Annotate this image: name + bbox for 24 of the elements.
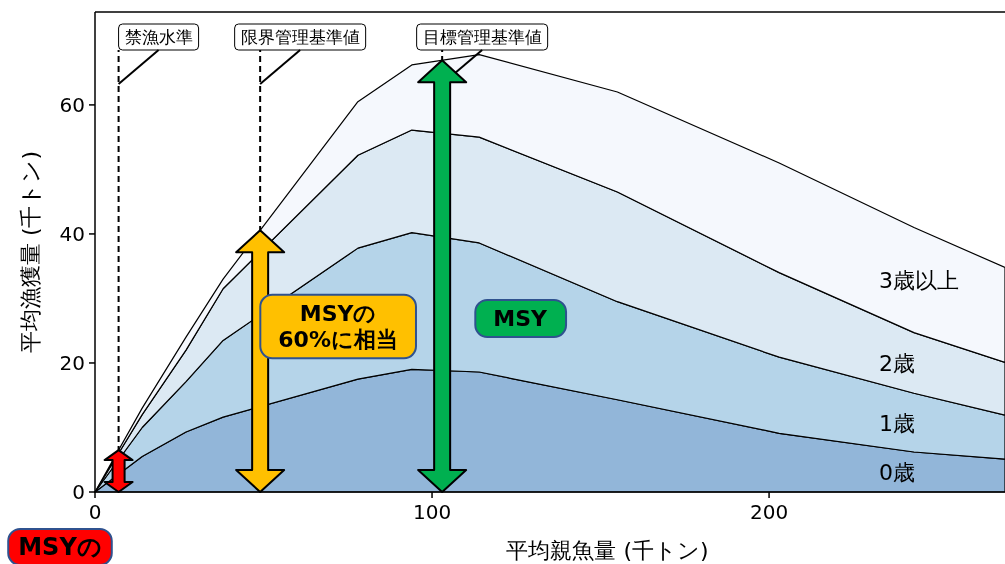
annotation-box: MSY xyxy=(474,299,568,338)
series-label: 1歳 xyxy=(879,410,915,436)
y-tick-label: 40 xyxy=(59,221,85,246)
x-tick-label: 100 xyxy=(412,500,452,524)
annotation-box: MSYの xyxy=(7,528,113,564)
ref-label: 目標管理基準値 xyxy=(416,23,549,51)
ref-line-label: 限界管理基準値 xyxy=(240,27,360,47)
series-label: 3歳以上 xyxy=(879,268,959,294)
annotation: MSY xyxy=(493,306,549,331)
series-label: 0歳 xyxy=(879,460,915,485)
y-tick-label: 60 xyxy=(59,92,85,117)
y-tick-label: 0 xyxy=(72,480,85,504)
ref-line-label: 目標管理基準値 xyxy=(422,27,542,47)
ref-label: 限界管理基準値 xyxy=(234,23,367,51)
y-axis-title: 平均漁獲量 (千トン) xyxy=(18,150,43,354)
x-axis-title: 平均親魚量 (千トン) xyxy=(506,538,709,563)
series-label: 2歳 xyxy=(879,350,915,376)
ref-label: 禁漁水準 xyxy=(118,23,200,51)
annotation-box: MSYの 60%に相当 xyxy=(259,293,417,360)
annotation: MSYの 60%に相当 xyxy=(278,300,398,353)
ref-line-label: 禁漁水準 xyxy=(124,27,193,47)
x-tick-label: 200 xyxy=(749,500,789,524)
x-tick-label: 0 xyxy=(88,500,102,524)
y-tick-label: 20 xyxy=(59,350,85,375)
